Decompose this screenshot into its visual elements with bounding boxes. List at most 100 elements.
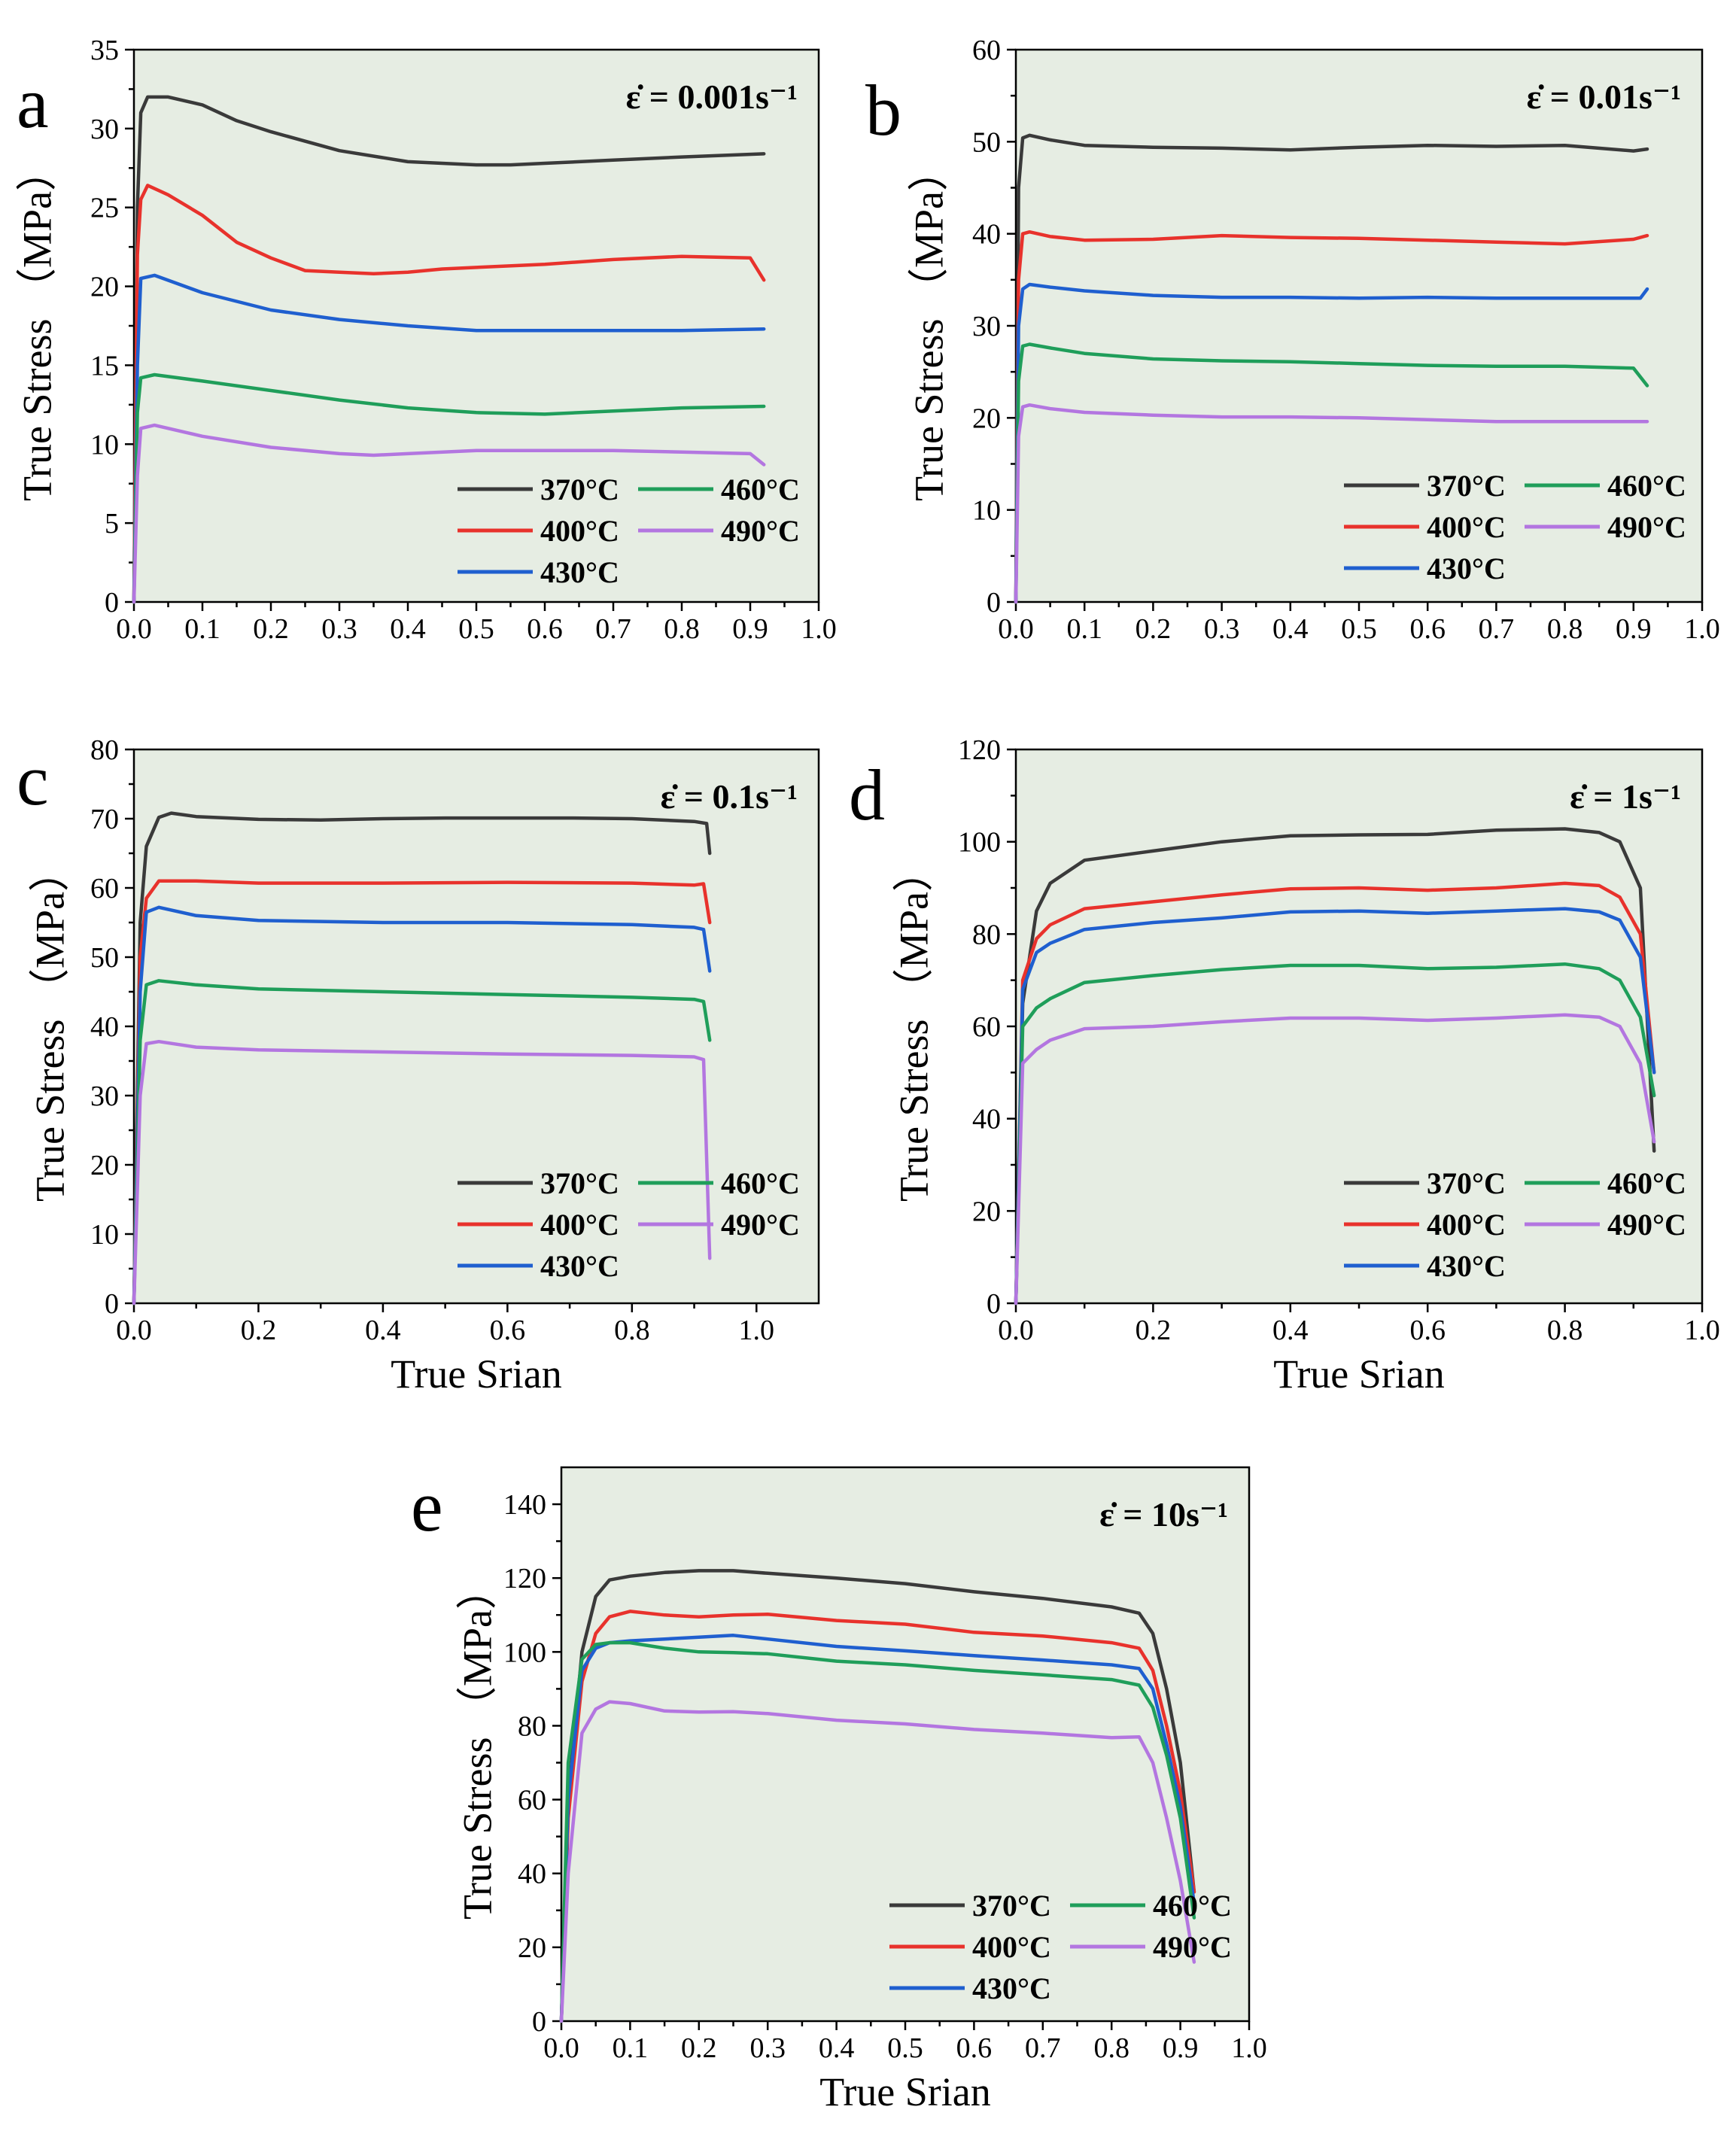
y-tick-label: 40 — [972, 1104, 1001, 1135]
legend-label: 430°C — [540, 1249, 619, 1283]
y-tick-label: 100 — [958, 827, 1001, 859]
y-tick-label: 40 — [972, 219, 1001, 251]
x-tick-label: 0.5 — [1341, 613, 1377, 645]
series-line-430c — [559, 1634, 1196, 2023]
legend-label: 400°C — [972, 1930, 1051, 1964]
x-axis-title: True Srian — [1273, 1351, 1445, 1397]
x-tick-label: 0.4 — [819, 2032, 855, 2064]
x-tick-label: 0.3 — [1204, 613, 1240, 645]
x-tick-label: 0.8 — [664, 613, 700, 645]
x-tick-label: 0.8 — [614, 1315, 650, 1346]
x-tick-label: 0.1 — [613, 2032, 649, 2064]
legend-label: 490°C — [721, 514, 800, 548]
series-line-490c — [1014, 403, 1649, 604]
series-line-430c — [1014, 282, 1649, 604]
y-tick-label: 10 — [972, 495, 1001, 527]
x-tick-label: 0.8 — [1547, 613, 1583, 645]
series-line-460c — [1014, 342, 1649, 604]
legend-label: 370°C — [972, 1889, 1051, 1923]
x-tick-label: 0.4 — [390, 613, 426, 645]
plot-area — [132, 48, 820, 603]
x-tick-label: 0.2 — [1136, 613, 1172, 645]
x-tick-label: 0.0 — [998, 613, 1034, 645]
x-tick-label: 1.0 — [1684, 1315, 1720, 1346]
y-tick-label: 20 — [518, 1932, 546, 1964]
series-line-370c — [132, 811, 712, 1306]
legend-label: 460°C — [1607, 1166, 1686, 1200]
y-tick-label: 80 — [518, 1710, 546, 1742]
legend-label: 490°C — [721, 1208, 800, 1242]
legend-label: 460°C — [1607, 469, 1686, 503]
y-tick-label: 40 — [90, 1011, 119, 1043]
x-tick-label: 0.6 — [1409, 613, 1446, 645]
y-axis-title: True Stress （MPa） — [906, 150, 951, 501]
y-tick-label: 25 — [90, 193, 119, 224]
y-tick-label: 35 — [90, 35, 119, 66]
x-tick-label: 0.6 — [956, 2032, 993, 2064]
legend-label: 400°C — [1427, 510, 1506, 544]
series-line-430c — [132, 273, 766, 604]
y-tick-label: 30 — [972, 311, 1001, 342]
x-tick-label: 0.0 — [543, 2032, 579, 2064]
y-tick-label: 60 — [518, 1785, 546, 1816]
x-tick-label: 0.2 — [241, 1315, 277, 1346]
strain-rate-label: ε̇ = 0.001s⁻¹ — [626, 78, 798, 116]
x-tick-label: 0.2 — [681, 2032, 717, 2064]
y-tick-label: 5 — [105, 508, 119, 540]
x-tick-label: 0.3 — [321, 613, 357, 645]
x-tick-label: 1.0 — [1684, 613, 1720, 645]
x-tick-label: 0.3 — [749, 2032, 786, 2064]
y-tick-label: 100 — [503, 1637, 546, 1668]
legend-label: 370°C — [1427, 1166, 1506, 1200]
panel-e: e 0.0 0.1 0.2 0.3 0.4 0.5 0.6 0.7 0.8 0.9 1.0 0 20 40 6… — [411, 1466, 1267, 2114]
x-tick-label: 0.9 — [1616, 613, 1652, 645]
x-tick-label: 0.0 — [116, 1315, 152, 1346]
x-tick-label: 0.0 — [116, 613, 152, 645]
plot-area — [1014, 48, 1704, 603]
series-line-400c — [132, 184, 766, 604]
legend-label: 460°C — [1153, 1889, 1232, 1923]
y-tick-label: 140 — [503, 1489, 546, 1521]
y-tick-label: 80 — [90, 734, 119, 766]
legend-label: 490°C — [1607, 510, 1686, 544]
x-tick-label: 0.2 — [1136, 1315, 1172, 1346]
x-tick-label: 0.7 — [595, 613, 631, 645]
y-tick-label: 10 — [90, 1219, 119, 1251]
x-tick-label: 0.8 — [1093, 2032, 1129, 2064]
y-tick-label: 40 — [518, 1859, 546, 1890]
legend-label: 430°C — [972, 1971, 1051, 2005]
x-tick-label: 0.6 — [527, 613, 563, 645]
x-tick-label: 0.5 — [458, 613, 494, 645]
y-tick-label: 15 — [90, 350, 119, 382]
panel-a: a 0.0 0.1 0.2 0.3 0.4 0.5 0.6 0.7 0.8 0.9 1.0 0 5 10 15… — [14, 35, 836, 645]
panel-letter: b — [865, 70, 901, 150]
x-tick-label: 0.4 — [365, 1315, 401, 1346]
legend-label: 460°C — [721, 1166, 800, 1200]
x-tick-label: 0.1 — [184, 613, 220, 645]
y-tick-label: 0 — [987, 1288, 1001, 1320]
legend-label: 460°C — [721, 473, 800, 506]
x-tick-label: 0.6 — [1409, 1315, 1446, 1346]
y-axis-title: True Stress （MPa） — [27, 851, 72, 1202]
series-line-460c — [132, 372, 766, 604]
panel-c: c 0.0 0.2 0.4 0.6 0.8 1.0 0 10 20 30 40 50 60 70 80 True… — [17, 734, 820, 1397]
x-tick-label: 0.7 — [1479, 613, 1515, 645]
x-tick-label: 0.5 — [887, 2032, 923, 2064]
series-line-370c — [132, 95, 766, 604]
y-tick-label: 0 — [105, 587, 119, 619]
y-tick-label: 20 — [972, 403, 1001, 434]
y-tick-label: 120 — [503, 1563, 546, 1594]
y-axis-title: True Stress （MPa） — [891, 851, 936, 1202]
y-axis-title: True Stress （MPa） — [455, 1569, 500, 1920]
series-line-490c — [1014, 1013, 1656, 1306]
panel-letter: a — [17, 62, 49, 143]
legend-label: 400°C — [1427, 1208, 1506, 1242]
y-tick-label: 80 — [972, 919, 1001, 950]
panel-letter: d — [849, 755, 885, 835]
x-axis-title: True Srian — [391, 1351, 562, 1397]
x-tick-label: 0.0 — [998, 1315, 1034, 1346]
strain-rate-label: ε̇ = 0.01s⁻¹ — [1527, 78, 1681, 116]
y-tick-label: 70 — [90, 804, 119, 835]
y-tick-label: 30 — [90, 1081, 119, 1112]
